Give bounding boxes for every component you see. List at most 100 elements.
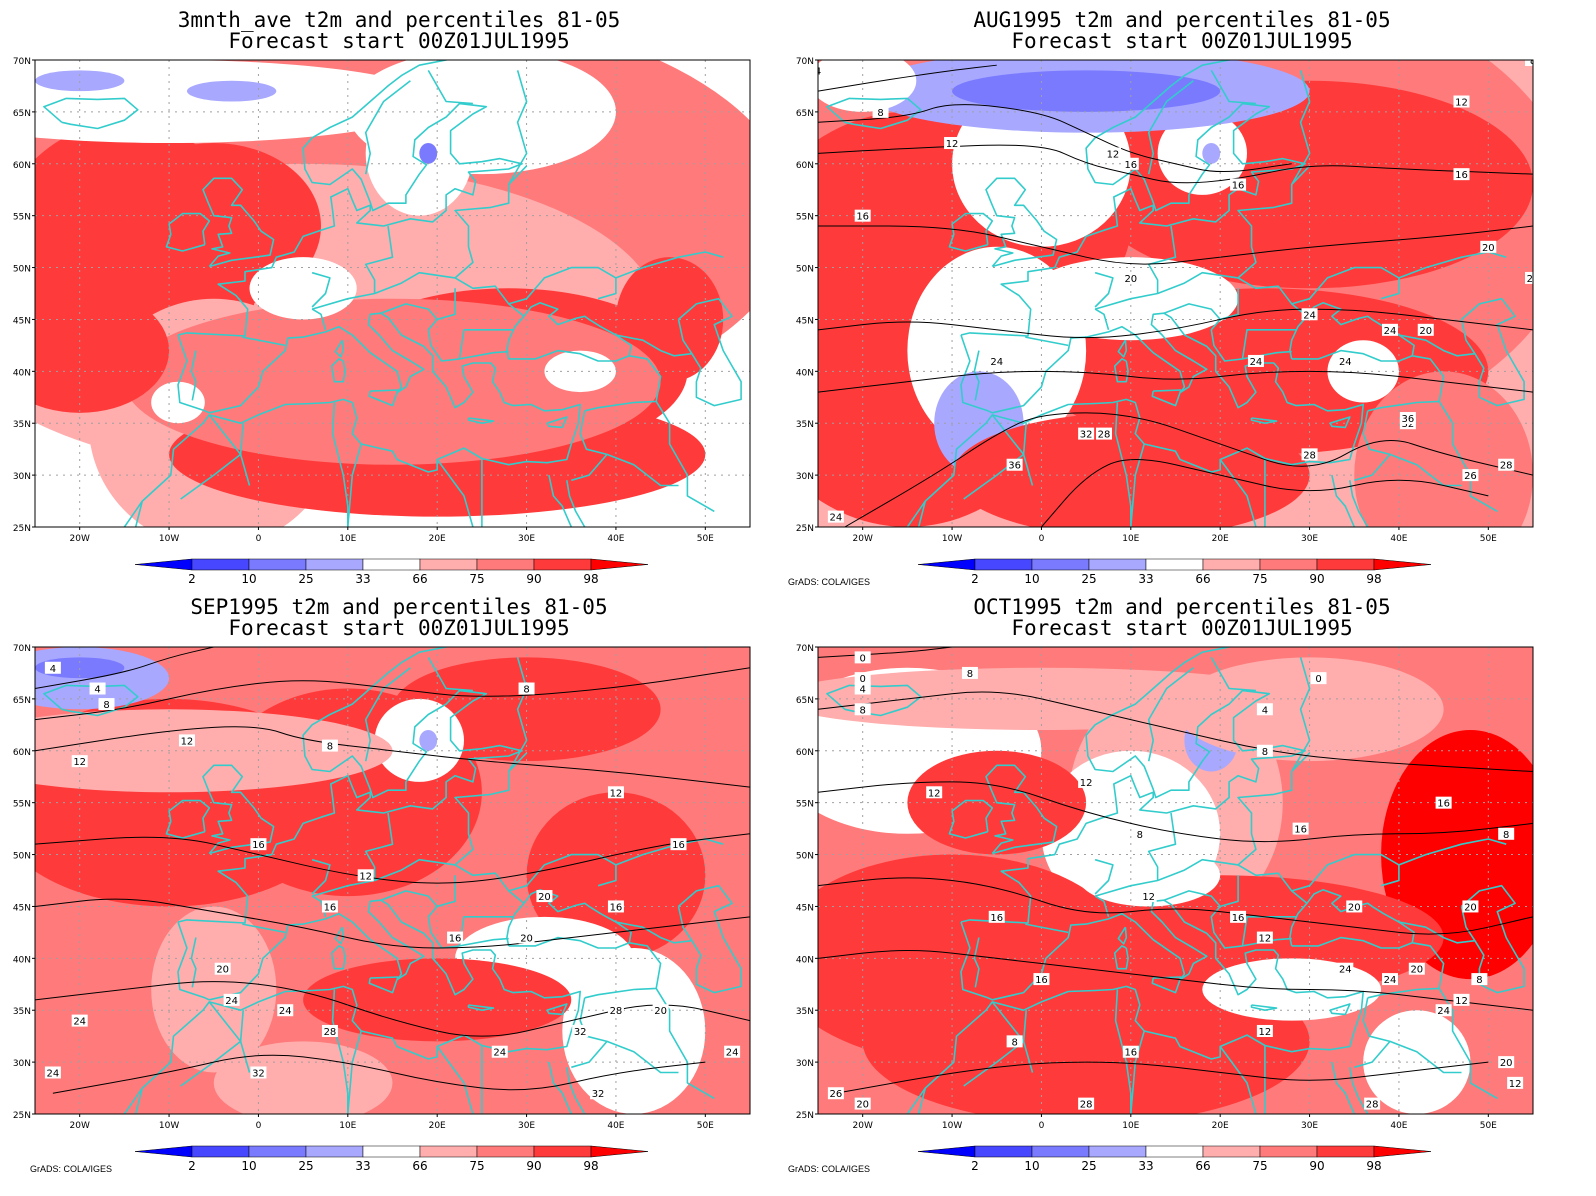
contour-label: 16: [1437, 799, 1450, 810]
lon-tick-label: 30E: [518, 534, 535, 544]
contour-label-bg: [854, 651, 871, 664]
coastline: [546, 416, 568, 429]
coastline: [677, 297, 742, 407]
contour-label: 12: [1509, 1079, 1522, 1090]
colorbar-segment: [191, 558, 250, 571]
coastline: [1117, 339, 1128, 358]
contour-label: 4: [94, 685, 100, 696]
coastline: [334, 339, 345, 358]
contour-label-bg: [1131, 827, 1148, 840]
panel-title-line2: Forecast start 00Z01JUL1995: [1011, 29, 1353, 53]
isotherm-contour: [818, 225, 1533, 265]
contour-label-bg: [1471, 973, 1488, 986]
contour-label-bg: [1078, 427, 1095, 440]
contour-label-bg: [1337, 354, 1354, 367]
contour-label: 24: [47, 1068, 60, 1079]
coastline: [571, 410, 608, 482]
contour-label-bg: [1399, 412, 1416, 425]
coastline: [1367, 355, 1445, 412]
lon-tick-label: 10E: [1122, 534, 1139, 544]
contour-label: 20: [1482, 243, 1495, 254]
coastline: [508, 853, 617, 892]
contour-label: 20: [1410, 965, 1423, 976]
lon-tick-label: 10W: [159, 1121, 179, 1131]
coastline: [1151, 976, 1182, 994]
coastline: [1237, 165, 1311, 279]
contour-label: 12: [73, 757, 86, 768]
isotherm-contour: [818, 64, 997, 92]
lat-tick-label: 60N: [796, 161, 814, 171]
panel-oct1995: 0 0 4 8 8 0 4 8 12 12 8 16 12 16 16 20 20 20 8 12 8 16 12 16 12 1…: [783, 587, 1581, 1196]
coastline: [606, 1040, 679, 1074]
contour-label-bg: [1006, 1035, 1023, 1048]
lat-tick-label: 40N: [13, 955, 31, 965]
coastline: [606, 453, 679, 487]
lon-tick-label: 0: [1039, 534, 1045, 544]
contour-label: 4: [815, 66, 821, 77]
coastline: [427, 70, 473, 105]
contour-label: 24: [1303, 310, 1316, 321]
coastline: [165, 799, 211, 839]
colorbar-segment: [305, 1145, 364, 1158]
percentile-shade: [1363, 1010, 1471, 1114]
lon-tick-label: 10W: [942, 1121, 962, 1131]
colorbar-segment: [1202, 558, 1261, 571]
panel-title-line2: Forecast start 00Z01JUL1995: [228, 29, 570, 53]
panel-title-line1: SEP1995 t2m and percentiles 81-05: [190, 595, 608, 619]
contour-label: 8: [877, 108, 883, 119]
coastline: [1147, 667, 1194, 762]
lon-tick-label: 20E: [429, 1121, 446, 1131]
coastline: [467, 1004, 495, 1011]
lat-tick-label: 45N: [13, 903, 31, 913]
contour-label: 4: [50, 664, 56, 675]
contour-label-bg: [988, 910, 1005, 923]
colorbar-segment: [476, 558, 535, 571]
coastline: [427, 288, 509, 362]
contour-label: 28: [324, 1027, 337, 1038]
lat-tick-label: 55N: [796, 213, 814, 223]
colorbar-segment: [917, 558, 976, 571]
contour-label: 12: [359, 871, 372, 882]
grads-credit: GrADS: COLA/IGES: [788, 1164, 871, 1174]
coastline: [1025, 923, 1069, 934]
coastline: [364, 667, 411, 762]
percentile-shade: [1354, 371, 1533, 527]
lon-tick-label: 0: [1039, 1121, 1045, 1131]
lat-tick-label: 35N: [796, 420, 814, 430]
colorbar: 2 10 25 33 66 75 90 98: [917, 1145, 1432, 1173]
colorbar-segment: [974, 558, 1033, 571]
contour-label-bg: [1364, 1097, 1381, 1110]
coastline: [364, 80, 411, 175]
colorbar-segment: [1202, 1145, 1261, 1158]
coastline: [436, 1046, 474, 1114]
contour-label-bg: [223, 993, 240, 1006]
contour-label: 8: [103, 700, 109, 711]
coastline: [1210, 657, 1256, 692]
contour-label: 20: [654, 1006, 667, 1017]
lat-tick-label: 70N: [13, 57, 31, 67]
contour-label: 36: [1008, 461, 1021, 472]
isotherm-contour: [818, 104, 1292, 173]
colorbar-label: 98: [583, 572, 598, 586]
lat-tick-label: 35N: [796, 1007, 814, 1017]
coastline: [1094, 858, 1308, 904]
percentile-shade: [186, 80, 277, 102]
coastline: [1219, 459, 1257, 527]
coastline: [134, 1087, 144, 1114]
contour-label: 8: [1137, 830, 1143, 841]
contour-label: 28: [1098, 430, 1111, 441]
contour-label: 12: [1107, 149, 1120, 160]
panel-3mnth-ave: 70N 65N 60N 55N 50N 45N 40N 35N 30N 25N 20W 10W 0 10E…: [0, 0, 798, 590]
contour-label-bg: [1247, 354, 1264, 367]
percentile-shade: [952, 412, 1310, 527]
lat-tick-label: 50N: [796, 265, 814, 275]
contour-label-bg: [1462, 469, 1479, 482]
panel-title-line1: OCT1995 t2m and percentiles 81-05: [973, 595, 1391, 619]
colorbar-segment: [974, 1145, 1033, 1158]
contour-label: 16: [672, 840, 685, 851]
coastline: [380, 890, 438, 907]
lat-tick-label: 25N: [796, 524, 814, 534]
coastline: [566, 480, 586, 527]
colorbar-segment: [533, 558, 592, 571]
